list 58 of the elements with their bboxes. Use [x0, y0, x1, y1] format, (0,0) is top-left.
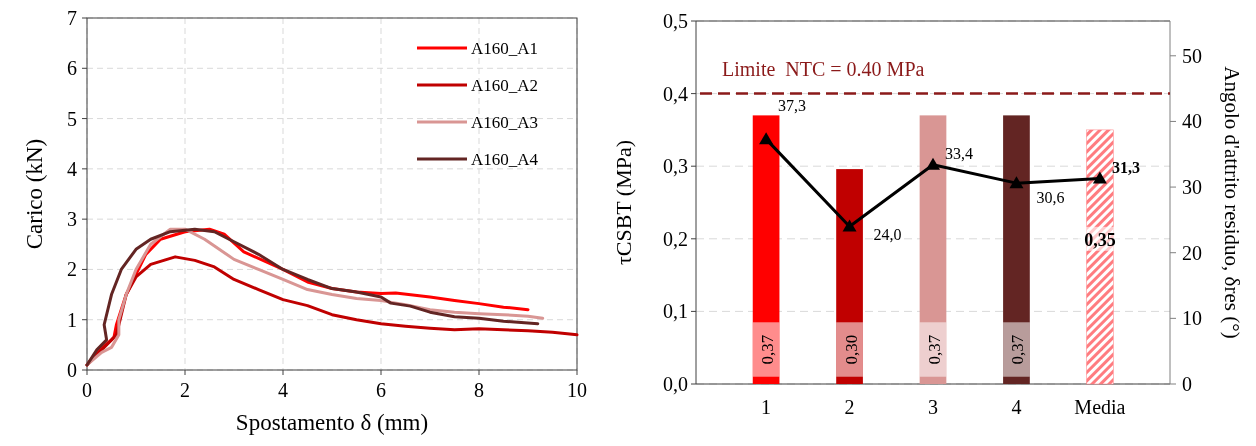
y-axis-title: τCSBT (MPa): [611, 139, 636, 266]
legend-label: A160_A1: [471, 39, 539, 58]
y2-axis-title: Angolo d'attrito residuo, δres (°): [1220, 66, 1244, 339]
y-tick-label: 0: [67, 359, 77, 381]
y-tick-label: 0,2: [663, 227, 688, 250]
y-axis-title: Carico (kN): [22, 138, 47, 250]
ref-line-label: Limite NTC = 0.40 MPa: [722, 57, 925, 80]
x-tick-label: 10: [567, 379, 587, 401]
data-label: 0,37: [925, 334, 944, 365]
bar: [1003, 115, 1030, 384]
x-tick-label: 4: [1011, 396, 1022, 418]
x-tick-label: 6: [376, 379, 386, 401]
data-label: 0,37: [1008, 334, 1028, 365]
y-tick-label: 0,0: [663, 373, 688, 395]
y-tick-label: 7: [67, 7, 77, 29]
x-tick-label: 0: [82, 379, 92, 401]
x-tick-label: 1: [761, 396, 772, 418]
y2-tick-label: 20: [1182, 241, 1202, 264]
data-label: 24,0: [873, 226, 902, 244]
y-tick-label: 4: [67, 157, 77, 180]
bar: [752, 115, 780, 384]
data-label: 0,30: [841, 334, 861, 365]
y2-tick-label: 50: [1182, 44, 1202, 67]
legend-label: A160_A2: [471, 76, 539, 95]
y-tick-label: 5: [67, 107, 77, 130]
y2-tick-label: 30: [1182, 176, 1202, 199]
y-tick-label: 0,4: [663, 82, 688, 105]
point: [926, 157, 940, 170]
y-tick-label: 6: [67, 57, 77, 80]
y-tick-label: 1: [67, 308, 77, 331]
y2-tick-label: 40: [1182, 110, 1202, 133]
data-label: 37,3: [778, 97, 807, 115]
x-tick-label: Media: [1074, 396, 1126, 418]
x-tick-label: 4: [278, 379, 288, 401]
y-tick-label: 3: [67, 208, 77, 231]
x-tick-label: 2: [180, 379, 190, 401]
legend-label: A160_A4: [471, 150, 539, 169]
bar: [836, 169, 863, 384]
y-tick-label: 0,3: [663, 155, 688, 178]
x-tick-label: 3: [928, 396, 938, 418]
y2-tick-label: 10: [1182, 307, 1202, 330]
y-tick-label: 2: [67, 258, 77, 281]
point: [1009, 176, 1024, 189]
x-tick-label: 2: [844, 396, 855, 418]
legend-label: A160_A3: [471, 113, 539, 132]
data-label: 0,37: [758, 334, 778, 365]
point: [1092, 171, 1107, 184]
point: [759, 132, 774, 145]
point: [842, 219, 857, 232]
data-label: 31,3: [1111, 158, 1140, 176]
x-tick-label: 8: [474, 379, 484, 401]
x-axis-title: Spostamento δ (mm): [235, 410, 429, 435]
data-label: 30,6: [1036, 189, 1065, 207]
y-tick-label: 0,5: [663, 10, 688, 32]
data-label: 0,35: [1084, 229, 1116, 250]
bar: [919, 115, 947, 384]
data-label: 33,4: [945, 144, 973, 162]
y-tick-label: 0,1: [663, 300, 688, 323]
